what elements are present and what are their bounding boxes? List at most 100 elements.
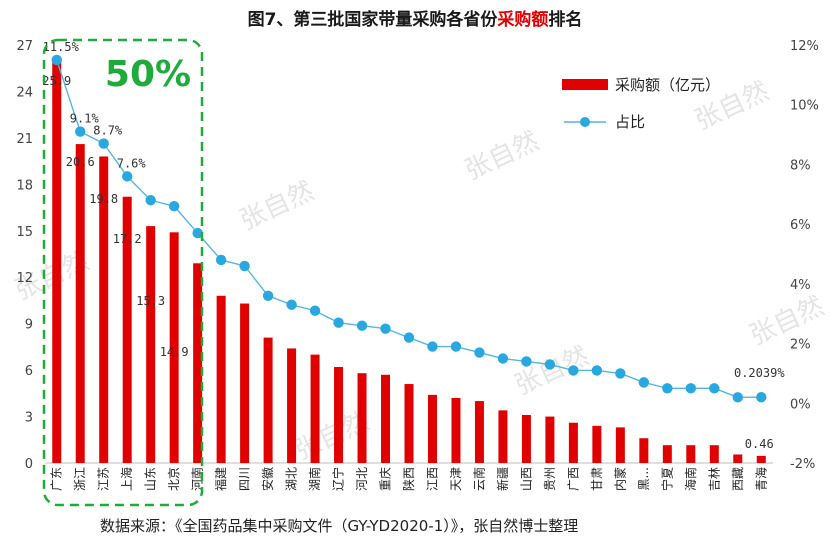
category-label: 北京: [167, 467, 181, 491]
category-label: 上海: [119, 467, 134, 491]
y-left-tick-label: 21: [16, 132, 33, 147]
category-label: 贵州: [543, 467, 557, 491]
share-marker: [591, 365, 603, 376]
share-marker: [756, 391, 767, 403]
category-label: 江西: [425, 467, 439, 491]
watermark: 张自然: [745, 291, 828, 351]
share-marker: [521, 356, 532, 367]
watermark: 张自然: [510, 341, 593, 401]
chart-title-prefix: 图7、第三批国家带量采购各省份: [248, 9, 499, 30]
bar: [498, 410, 508, 463]
y-right-tick-label: 2%: [790, 338, 811, 353]
watermark: 张自然: [460, 126, 543, 186]
share-marker: [497, 353, 509, 364]
share-marker: [544, 359, 556, 370]
data-labels: 25.9 20.6 19.8 17.2 15.3 14.9 11.5% 9.1%8.7% 7.6…: [42, 40, 785, 451]
category-label: 黑...: [637, 467, 651, 490]
bar: [193, 263, 203, 463]
category-label: 陕西: [401, 467, 416, 491]
y-left-tick-label: 18: [16, 178, 33, 193]
line-data-label: 11.5%: [43, 40, 80, 54]
y-left-tick-label: 27: [16, 39, 33, 54]
category-label: 河北: [355, 467, 369, 491]
share-marker: [638, 377, 650, 388]
bar: [122, 196, 132, 464]
bar: [545, 416, 555, 463]
category-label: 内蒙: [613, 467, 627, 491]
category-label: 宁夏: [659, 467, 674, 491]
bar: [381, 374, 391, 463]
bar: [568, 422, 578, 463]
share-marker: [427, 341, 438, 352]
share-marker: [685, 383, 697, 394]
y-right-tick-label: 8%: [790, 158, 811, 173]
top-six-highlight-box: [42, 38, 204, 507]
chart-title-suffix: 排名: [548, 9, 582, 30]
share-marker: [662, 383, 673, 394]
share-marker: [615, 368, 626, 379]
y-right-tick-label: 12%: [790, 39, 819, 54]
bar: [709, 445, 719, 463]
bar: [639, 438, 649, 463]
bar: [521, 415, 531, 463]
share-marker: [403, 332, 415, 343]
bar: [310, 354, 320, 463]
bar: [756, 455, 766, 463]
bar: [427, 394, 437, 463]
watermarks: 张自然 张自然 张自然 张自然 张自然 张自然 张自然: [10, 76, 828, 466]
share-marker: [568, 365, 579, 376]
bar-data-label: 15.3: [136, 294, 165, 308]
bar: [75, 144, 85, 463]
share-marker: [333, 317, 344, 328]
legend-marker-swatch: [580, 117, 590, 127]
share-marker: [239, 260, 250, 272]
chart-title-highlight: 采购额: [496, 9, 548, 30]
category-label: 云南: [471, 467, 486, 491]
bar-data-label: 17.2: [113, 232, 142, 246]
category-label: 湖南: [307, 467, 322, 491]
chart-title: 图7、第三批国家带量采购各省份采购额排名: [248, 9, 583, 30]
category-label: 四川: [238, 467, 252, 491]
category-label: 甘肃: [590, 467, 604, 491]
bar: [357, 373, 367, 463]
category-label: 福建: [213, 467, 228, 491]
bar: [662, 445, 672, 463]
share-marker: [450, 341, 462, 352]
share-marker: [709, 383, 720, 394]
y-left-tick-label: 15: [16, 225, 33, 240]
bar: [733, 454, 743, 463]
y-left-tick-label: 0: [25, 457, 33, 472]
y-left-tick-label: 3: [25, 411, 33, 426]
watermark: 张自然: [235, 176, 318, 236]
category-label: 新疆: [495, 467, 510, 491]
y-right-tick-label: 4%: [790, 278, 811, 293]
legend-bar-swatch: [562, 79, 608, 90]
source-note: 数据来源：《全国药品集中采购文件（GY-YD2020-1）》，张自然博士整理: [100, 517, 578, 535]
share-marker: [380, 323, 391, 334]
category-label: 山东: [144, 467, 158, 491]
bar: [216, 295, 226, 463]
category-label: 吉林: [707, 467, 721, 491]
share-marker: [145, 195, 156, 206]
category-label: 青海: [753, 467, 768, 491]
category-label: 江苏: [97, 467, 111, 491]
bar: [334, 367, 344, 463]
share-marker: [309, 305, 321, 316]
share-marker: [51, 54, 62, 66]
y-right-tick-label: -2%: [790, 457, 815, 472]
y-right-tick-label: 6%: [790, 218, 811, 233]
bar: [99, 156, 109, 463]
bar: [686, 445, 696, 463]
bar: [240, 303, 250, 463]
bar: [52, 62, 62, 463]
y-left-tick-label: 24: [16, 85, 33, 100]
category-label: 重庆: [379, 467, 393, 491]
line-data-label: 9.1%: [70, 112, 100, 126]
bar: [451, 397, 461, 463]
category-label: 湖北: [284, 467, 299, 491]
line-data-label: 8.7%: [93, 124, 123, 138]
category-label: 天津: [449, 467, 463, 491]
axes: 0 3 6 9 12 15 18 21 24 27 -2% 0% 2% 4% 6% 8% 10% 12%: [16, 39, 818, 472]
share-marker: [168, 201, 180, 212]
